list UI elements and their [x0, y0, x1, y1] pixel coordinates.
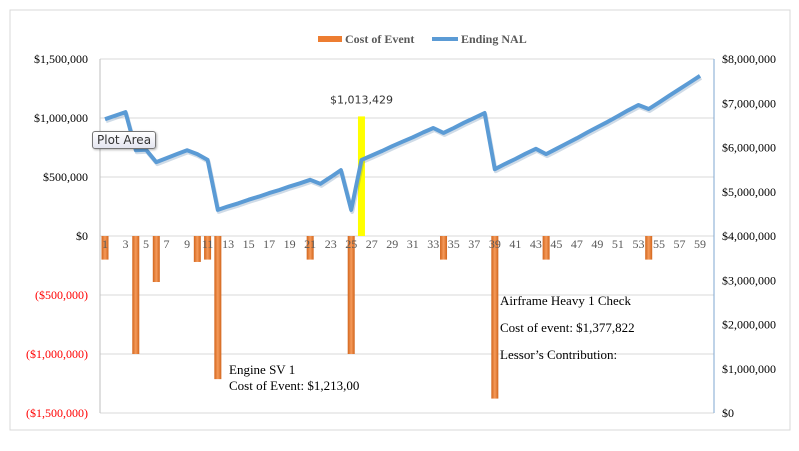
x-axis-tick-label: 45 — [550, 237, 562, 251]
cost-bar — [440, 236, 448, 260]
engine-annotation: Engine SV 1 Cost of Event: $1,213,00 — [229, 362, 359, 394]
x-axis-tick-label: 25 — [345, 237, 357, 251]
right-axis-tick-label: $6,000,000 — [722, 141, 776, 155]
x-axis-tick-label: 19 — [284, 237, 296, 251]
cost-bar — [193, 236, 201, 262]
right-axis-tick-label: $5,000,000 — [722, 185, 776, 199]
x-axis-tick-label: 33 — [427, 237, 439, 251]
right-axis-tick-label: $8,000,000 — [722, 52, 776, 66]
x-axis-tick-label: 17 — [263, 237, 275, 251]
x-axis-tick-label: 7 — [164, 237, 170, 251]
x-axis-tick-label: 41 — [509, 237, 521, 251]
cost-bar — [645, 236, 653, 260]
right-axis-tick-label: $4,000,000 — [722, 229, 776, 243]
x-axis-tick-label: 27 — [366, 237, 378, 251]
right-axis-tick-label: $3,000,000 — [722, 273, 776, 287]
legend-label-nal: Ending NAL — [461, 32, 527, 46]
cost-bar — [204, 236, 212, 260]
x-axis-tick-label: 35 — [448, 237, 460, 251]
x-axis-tick-label: 53 — [632, 237, 644, 251]
highlight-bar — [357, 116, 365, 236]
cost-bar — [101, 236, 109, 260]
legend-swatch-cost — [318, 36, 342, 42]
airframe-annotation: Airframe Heavy 1 Check Cost of event: $1… — [500, 287, 635, 368]
right-axis-tick-label: $0 — [722, 406, 734, 420]
chart-area[interactable] — [9, 9, 791, 431]
x-axis-labels: 1 3 5 7 9 11 13 15 17 19 21 23 25 27 29 31 33 35 37 39 41 43 4… — [102, 237, 706, 251]
cost-bar — [542, 236, 550, 260]
right-axis-tick-label: $2,000,000 — [722, 318, 776, 332]
left-axis-tick-label: ($500,000) — [35, 288, 88, 302]
left-axis-tick-label: $500,000 — [43, 170, 88, 184]
x-axis-tick-label: 9 — [184, 237, 190, 251]
x-axis-tick-label: 57 — [673, 237, 685, 251]
cost-bar — [491, 236, 499, 399]
cost-bar — [152, 236, 160, 283]
left-axis-tick-label: ($1,500,000) — [26, 406, 88, 420]
x-axis-tick-label: 13 — [222, 237, 234, 251]
x-axis-tick-label: 23 — [325, 237, 337, 251]
left-axis-tick-label: ($1,000,000) — [26, 347, 88, 361]
left-axis-labels: $1,500,000 $1,000,000 $500,000 $0 ($500,000)… — [26, 52, 88, 420]
x-axis-tick-label: 43 — [530, 237, 542, 251]
engine-annotation-cost: Cost of Event: $1,213,00 — [229, 378, 360, 393]
cost-bar — [132, 236, 140, 354]
x-axis-tick-label: 21 — [304, 237, 316, 251]
legend[interactable]: Cost of Event Ending NAL — [318, 32, 527, 46]
x-axis-tick-label: 37 — [468, 237, 480, 251]
cost-bar — [347, 236, 355, 354]
x-axis-tick-label: 59 — [694, 237, 706, 251]
x-axis-tick-label: 15 — [243, 237, 255, 251]
highlight-data-label: $1,013,429 — [330, 93, 393, 106]
right-axis-tick-label: $1,000,000 — [722, 362, 776, 376]
left-axis-tick-label: $0 — [76, 229, 88, 243]
airframe-annotation-title: Airframe Heavy 1 Check — [500, 293, 632, 308]
airframe-annotation-cost: Cost of event: $1,377,822 — [500, 320, 635, 335]
x-axis-tick-label: 39 — [489, 237, 501, 251]
cost-of-event-bars: $1,013,429 — [101, 93, 653, 399]
right-axis-labels: $8,000,000 $7,000,000 $6,000,000 $5,000,000… — [722, 52, 776, 420]
x-axis-tick-label: 47 — [571, 237, 583, 251]
cost-bar — [214, 236, 222, 380]
ending-nal-line — [104, 74, 703, 214]
x-axis-tick-label: 49 — [591, 237, 603, 251]
plot-area-tooltip: Plot Area — [92, 131, 157, 149]
x-axis-tick-label: 11 — [202, 237, 214, 251]
x-axis-tick-label: 29 — [386, 237, 398, 251]
x-axis-tick-label: 3 — [123, 237, 129, 251]
right-axis-tick-label: $7,000,000 — [722, 96, 776, 110]
x-axis-tick-label: 31 — [407, 237, 419, 251]
ending-nal-series-line — [104, 74, 702, 212]
left-axis-tick-label: $1,500,000 — [34, 52, 88, 66]
airframe-annotation-lessor: Lessor’s Contribution: — [500, 347, 618, 362]
engine-annotation-title: Engine SV 1 — [229, 362, 296, 377]
x-axis-tick-label: 51 — [612, 237, 624, 251]
x-axis-tick-label: 55 — [653, 237, 665, 251]
x-axis-tick-label: 5 — [143, 237, 149, 251]
x-axis-tick-label: 1 — [102, 237, 108, 251]
left-axis-tick-label: $1,000,000 — [34, 111, 88, 125]
legend-label-cost: Cost of Event — [345, 32, 414, 46]
gridlines — [99, 58, 715, 414]
cost-bar — [306, 236, 314, 260]
